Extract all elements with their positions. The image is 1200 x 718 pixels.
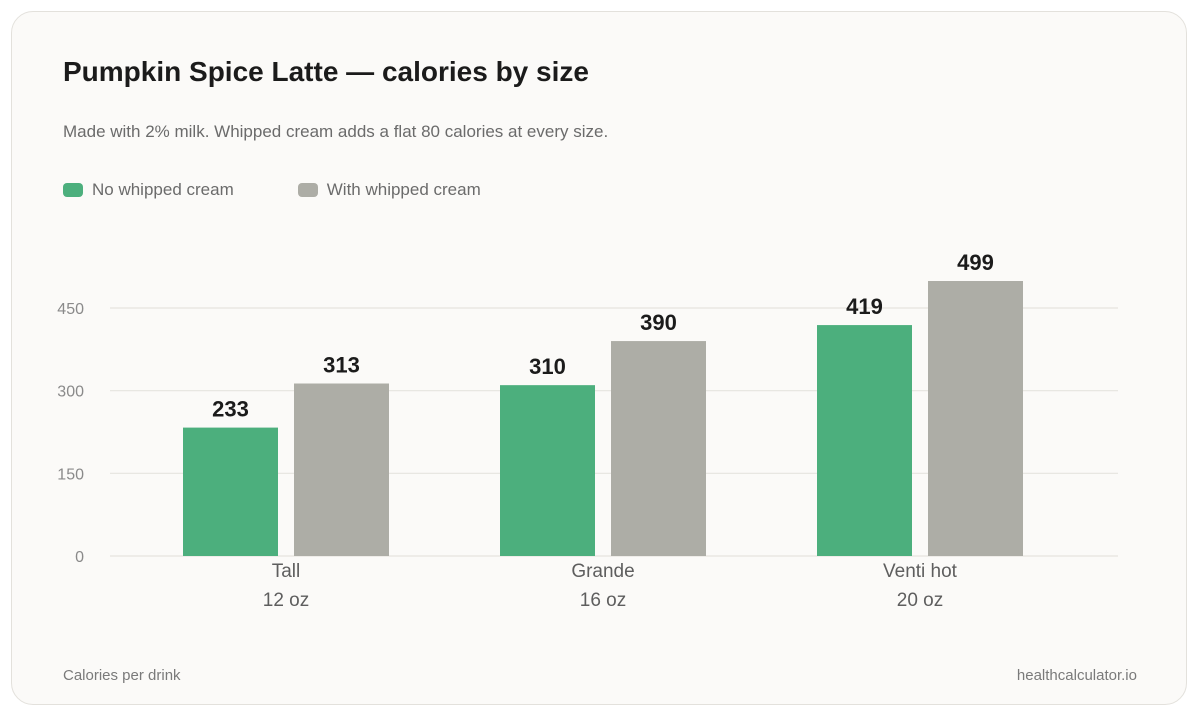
y-tick-label-150: 150 (57, 466, 84, 483)
legend-swatch-with-whipped-cream (297, 183, 318, 197)
data-label-venti-hot-with-whipped-cream: 499 (957, 250, 994, 275)
bar-venti-hot-with-whipped-cream (928, 280, 1023, 556)
x-tick-sublabel-tall: 12 oz (263, 590, 309, 611)
axis-labels: 0 150 300 450 Tall 12 oz Grande 16 oz Venti hot 2… (57, 301, 957, 611)
bar-tall-no-whipped-cream (183, 427, 278, 556)
x-tick-sublabel-grande: 16 oz (580, 590, 626, 611)
legend-label-no-whipped-cream: No whipped cream (92, 180, 234, 199)
footer-note: Calories per drink (63, 667, 181, 684)
y-tick-label-450: 450 (57, 301, 84, 318)
footer-source: healthcalculator.io (1016, 667, 1137, 684)
bars (183, 280, 1023, 556)
x-tick-label-venti-hot: Venti hot (883, 561, 958, 582)
y-tick-label-0: 0 (75, 549, 84, 566)
data-label-grande-with-whipped-cream: 390 (640, 310, 677, 335)
legend-item-no-whipped-cream: No whipped cream (63, 180, 234, 200)
legend-label-with-whipped-cream: With whipped cream (326, 180, 481, 199)
chart-subtitle: Made with 2% milk. Whipped cream adds a … (63, 122, 609, 141)
bar-venti-hot-no-whipped-cream (817, 325, 912, 556)
legend-item-with-whipped-cream: With whipped cream (297, 180, 481, 200)
data-label-grande-no-whipped-cream: 310 (529, 354, 566, 379)
data-label-tall-no-whipped-cream: 233 (212, 397, 249, 422)
x-tick-label-tall: Tall (272, 561, 301, 582)
bar-tall-with-whipped-cream (294, 383, 389, 556)
x-tick-label-grande: Grande (571, 561, 634, 582)
chart-title: Pumpkin Spice Latte — calories by size (63, 56, 589, 87)
legend: No whipped cream With whipped cream (63, 180, 545, 200)
data-label-venti-hot-no-whipped-cream: 419 (846, 294, 883, 319)
x-tick-sublabel-venti-hot: 20 oz (897, 590, 943, 611)
legend-swatch-no-whipped-cream (63, 183, 83, 197)
data-label-tall-with-whipped-cream: 313 (323, 353, 360, 378)
data-labels: 233 313 310 390 419 499 (212, 250, 994, 422)
bar-grande-no-whipped-cream (500, 385, 595, 556)
y-tick-label-300: 300 (57, 384, 84, 401)
bar-grande-with-whipped-cream (611, 341, 706, 556)
